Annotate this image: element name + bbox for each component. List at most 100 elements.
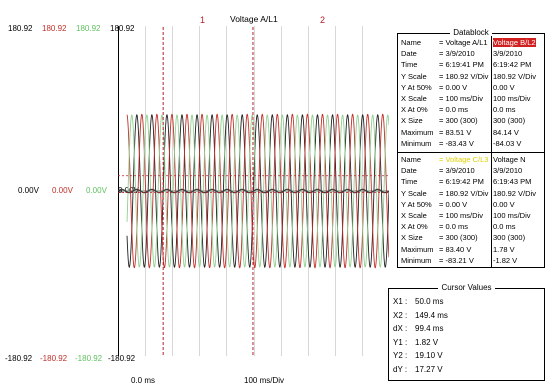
datablock-row-value-a: = 83.51 V [439, 127, 472, 137]
bottom-scale-c: -180.92 [75, 354, 103, 363]
datablock-row: X Scale = 100 ms/Div 100 ms/Div [398, 94, 544, 103]
datablock-row-value-a: = Voltage A/L1 [439, 38, 488, 47]
datablock-row-value-b: 180.92 V/Div [493, 188, 536, 198]
cursor-value-label: X2 : [393, 310, 408, 320]
bottom-scale-b: -180.92 [40, 354, 68, 363]
waveform-plot[interactable]: 1 2 [118, 15, 389, 356]
datablock-row-value-b: 0.00 V [493, 199, 515, 209]
datablock-row: Time = 6:19:42 PM 6:19:43 PM [398, 177, 544, 186]
datablock-row: Minimum = -83.43 V -84.03 V [398, 139, 544, 148]
datablock-row-label: Time [401, 177, 418, 187]
datablock-row-label: Name [401, 38, 422, 47]
datablock-row-value-a: = 100 ms/Div [439, 211, 483, 220]
datablock-row: X At 0% = 0.0 ms 0.0 ms [398, 105, 544, 114]
waveform-svg[interactable] [118, 26, 389, 356]
plot-title: Voltage A/L1 [230, 14, 278, 24]
series-line-3 [126, 114, 389, 268]
datablock-divider-horizontal [398, 152, 544, 153]
cursor-1-label[interactable]: 1 [200, 15, 206, 25]
datablock-row: Y At 50% = 0.00 V 0.00 V [398, 83, 544, 92]
datablock-row-label: X At 0% [401, 105, 428, 115]
datablock-panel: Datablock Name = Voltage A/L1 Voltage B/L2… [397, 28, 545, 268]
cursor-value-number: 50.0 ms [415, 297, 444, 306]
datablock-row-value-b: 0.0 ms [493, 105, 516, 115]
datablock-row: X At 0% = 0.0 ms 0.0 ms [398, 222, 544, 231]
cursor-value-label: Y2 : [393, 351, 408, 360]
datablock-row-value-a: = 83.40 V [439, 244, 472, 254]
mid-scale-a: 0.00V [18, 186, 39, 195]
datablock-row-value-a: = 0.00 V [439, 82, 468, 92]
datablock-row-value-a: = 3/9/2010 [439, 166, 475, 176]
cursor-2-label[interactable]: 2 [320, 15, 326, 25]
datablock-row-value-a: = Voltage C/L3 [439, 155, 489, 164]
datablock-row-value-b: 6:19:43 PM [493, 177, 532, 187]
datablock-row-value-a: = 0.0 ms [439, 222, 468, 232]
datablock-row-value-b: 300 (300) [493, 233, 526, 243]
datablock-row-label: X Scale [401, 94, 427, 103]
datablock-row-label: Maximum [401, 244, 434, 254]
cursor-value-label: Y1 : [393, 337, 408, 347]
datablock-row-label: Y At 50% [401, 82, 432, 92]
datablock-row-value-a: = 0.00 V [439, 199, 468, 209]
top-scale-b: 180.92 [42, 24, 67, 33]
cursor-value-number: 149.4 ms [415, 310, 448, 320]
datablock-row-label: Y Scale [401, 188, 427, 198]
datablock-row: Name = Voltage A/L1 Voltage B/L2 [398, 38, 544, 47]
datablock-row: X Size = 300 (300) 300 (300) [398, 233, 544, 242]
datablock-row-label: Time [401, 60, 418, 70]
datablock-row-value-a: = 0.0 ms [439, 105, 468, 115]
datablock-row-value-a: = 6:19:41 PM [439, 60, 484, 70]
datablock-row-value-a: = 300 (300) [439, 116, 478, 126]
datablock-row-value-b: 180.92 V/Div [493, 71, 536, 81]
datablock-row: Y Scale = 180.92 V/Div 180.92 V/Div [398, 72, 544, 81]
datablock-row: X Scale = 100 ms/Div 100 ms/Div [398, 211, 544, 220]
datablock-row-label: Y Scale [401, 71, 427, 81]
datablock-row-label: X Size [401, 233, 423, 243]
cursor-value-row: dX : 99.4 ms [393, 324, 443, 334]
datablock-row-value-b: 300 (300) [493, 116, 526, 126]
datablock-row-value-a: = -83.43 V [439, 138, 474, 148]
datablock-row: Minimum = -83.21 V -1.82 V [398, 256, 544, 265]
cursor-value-row: X1 : 50.0 ms [393, 297, 443, 307]
datablock-row-label: X Size [401, 116, 423, 126]
mid-scale-b: 0.00V [52, 186, 73, 195]
datablock-row-value-a: = 6:19:42 PM [439, 177, 484, 187]
bottom-scale-n: -180.92 [108, 354, 136, 363]
datablock-row-value-b: 1.78 V [493, 244, 515, 254]
datablock-row-label: Name [401, 155, 422, 164]
datablock-row-label: Y At 50% [401, 199, 432, 209]
datablock-row-value-b: 3/9/2010 [493, 49, 523, 59]
datablock-row-label: X Scale [401, 211, 427, 220]
datablock-row-value-a: = 300 (300) [439, 233, 478, 243]
cursor-value-number: 99.4 ms [415, 324, 444, 333]
x-div-label: 100 ms/Div [244, 376, 285, 385]
datablock-row: Name = Voltage C/L3 Voltage N [398, 155, 544, 164]
datablock-row-value-a: = 100 ms/Div [439, 94, 483, 103]
datablock-divider-vertical [491, 36, 492, 267]
datablock-row-label: Maximum [401, 127, 434, 137]
datablock-row-label: Date [401, 49, 417, 59]
datablock-row: X Size = 300 (300) 300 (300) [398, 116, 544, 125]
datablock-row-value-a: = 180.92 V/Div [439, 188, 489, 198]
datablock-title: Datablock [398, 28, 544, 38]
mid-scale-c: 0.00V [86, 186, 107, 195]
top-scale-a: 180.92 [8, 24, 33, 33]
datablock-row-value-b: -1.82 V [493, 255, 518, 265]
cursor-value-label: dY : [393, 364, 408, 374]
datablock-row-value-a: = 180.92 V/Div [439, 71, 489, 81]
cursor-values-panel: Cursor Values X1 : 50.0 ms X2 : 149.4 ms dX … [388, 283, 545, 381]
datablock-row-value-b: Voltage B/L2 [493, 38, 536, 47]
series-line-2 [126, 113, 389, 269]
datablock-row-label: Minimum [401, 138, 432, 148]
datablock-row: Y At 50% = 0.00 V 0.00 V [398, 200, 544, 209]
datablock-row-value-b: 6:19:42 PM [493, 60, 532, 70]
cursor-values-title: Cursor Values [389, 283, 544, 293]
datablock-row-value-b: Voltage N [493, 155, 526, 164]
datablock-row: Maximum = 83.51 V 84.14 V [398, 128, 544, 137]
datablock-row-value-a: = 3/9/2010 [439, 49, 475, 59]
cursor-value-number: 19.10 V [415, 351, 443, 360]
datablock-row-value-b: 100 ms/Div [493, 211, 531, 220]
top-scale-c: 180.92 [76, 24, 101, 33]
top-scale-n: 180.92 [110, 24, 135, 33]
datablock-row-value-b: 0.0 ms [493, 222, 516, 232]
